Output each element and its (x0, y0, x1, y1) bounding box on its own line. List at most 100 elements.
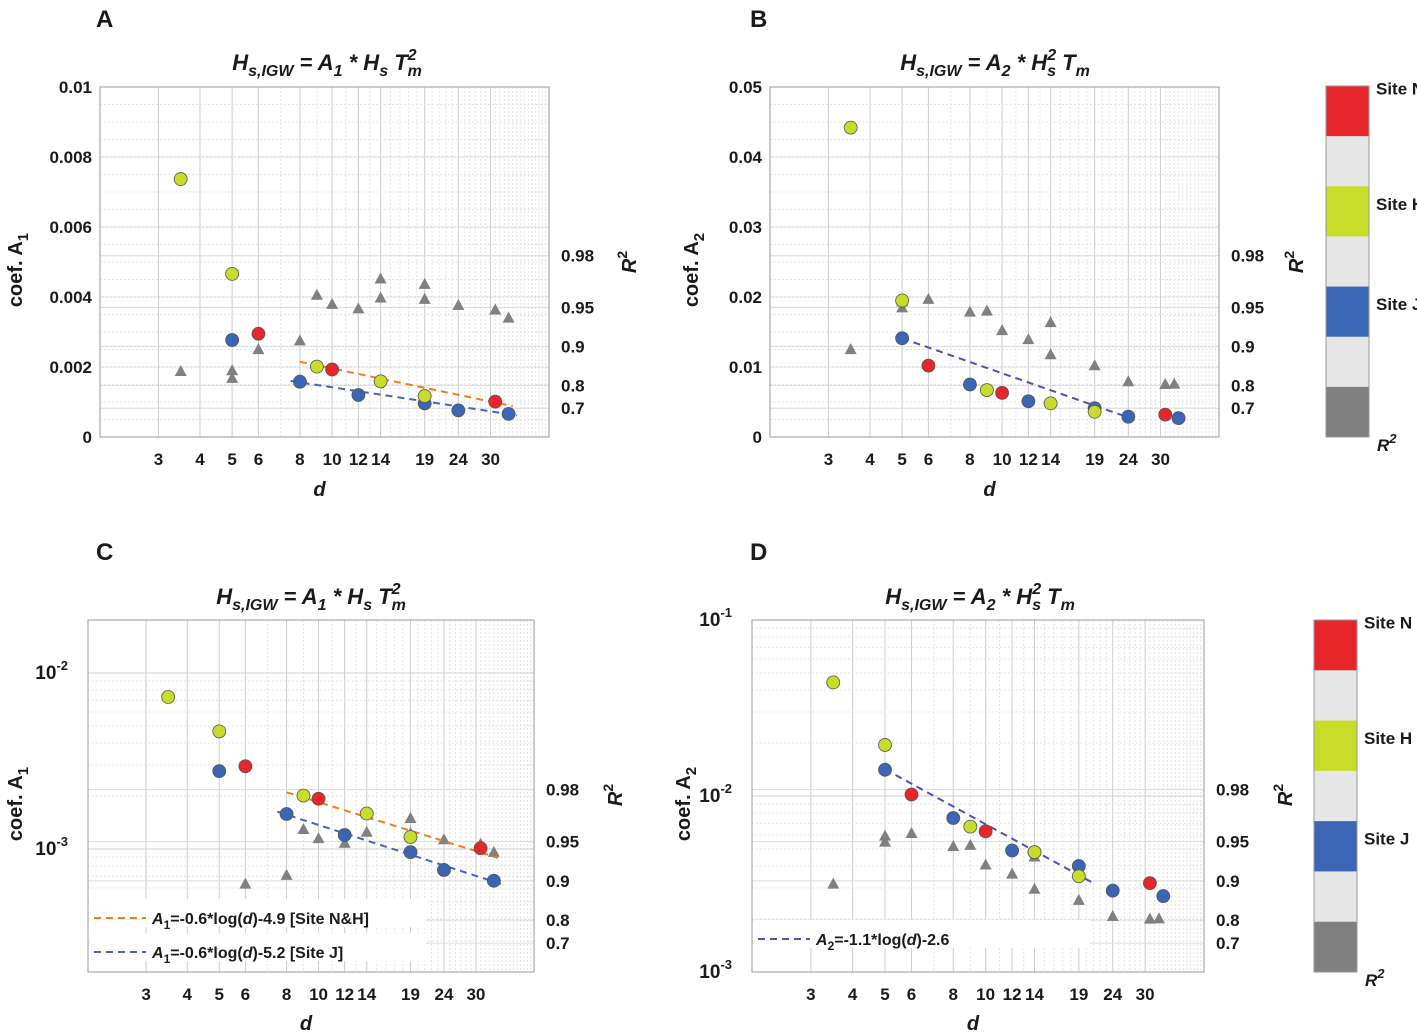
legend-label: A1=-0.6*log(d)-5.2 [Site J] (151, 945, 343, 966)
y-tick-label: 0.05 (729, 78, 762, 97)
r2-marker (418, 277, 431, 289)
colorbar-label: Site H (1364, 729, 1412, 748)
colorbar-segment (1314, 871, 1357, 923)
fit-lines (884, 768, 1094, 884)
data-point (1158, 407, 1173, 422)
r2-markers (174, 272, 515, 383)
r2-tick-label: 0.9 (1216, 872, 1240, 891)
r2-marker (252, 343, 265, 355)
data-point (225, 266, 240, 281)
colorbar-segment (1314, 770, 1357, 822)
y-tick-label: 0.01 (59, 78, 92, 97)
r2-marker (352, 302, 365, 314)
axes-box (87, 619, 535, 973)
y-tick-label: 0 (83, 428, 92, 447)
y-tick-label: 0.004 (49, 288, 92, 307)
x-tick-label: 8 (282, 985, 291, 1004)
data-point (403, 830, 418, 844)
axes-box (769, 86, 1220, 438)
r2-axis: 0.7 0.8 0.9 0.95 0.98 R2 (1216, 781, 1297, 953)
data-point (995, 385, 1009, 400)
x-tick-label: 19 (415, 450, 434, 469)
r2-marker (1159, 377, 1172, 389)
colorbar-segment (1326, 186, 1369, 237)
legend-label: A2=-1.1*log(d)-2.6 (815, 932, 950, 953)
data-point (978, 824, 993, 839)
y-axis: 0 0.002 0.004 0.006 0.008 0.01 coef. A1 (5, 78, 93, 447)
panel-letter: B (750, 6, 767, 33)
data-point (293, 374, 307, 389)
x-axis-label: d (300, 1013, 313, 1033)
colorbar-segment (1314, 921, 1357, 973)
r2-marker (1022, 333, 1035, 345)
x-axis: 3 4 5 6 8 10 12 14 19 24 30 d (141, 985, 485, 1033)
colorbar-segment (1326, 86, 1369, 137)
r2-tick-label: 0.98 (561, 247, 594, 266)
colorbar-bottom: Site N Site H Site J R2 (1313, 614, 1412, 990)
data-point (403, 845, 418, 860)
legend-bg (90, 933, 426, 961)
x-tick-label: 12 (335, 985, 354, 1004)
colorbar-frame (1313, 619, 1358, 973)
r2-tick-label: 0.95 (561, 298, 594, 317)
r2-marker (1088, 359, 1101, 371)
r2-marker (297, 822, 310, 834)
r2-axis-label: R2 (1281, 251, 1308, 273)
colorbar-segment (1314, 821, 1357, 872)
r2-marker (1044, 316, 1057, 328)
grid (769, 86, 1220, 438)
colorbar-segment (1326, 286, 1369, 338)
r2-tick-label: 0.98 (546, 781, 579, 800)
r2-axis: 0.7 0.8 0.9 0.95 0.98 R2 (1231, 247, 1308, 419)
data-point (279, 807, 294, 821)
x-tick-label: 3 (141, 985, 150, 1004)
legend-bg (90, 899, 426, 927)
data-point (980, 383, 994, 398)
chart-title: Hs,IGW = A1 * Hs T2 m (232, 47, 422, 80)
y-tick-label: 10-2 (35, 658, 68, 684)
r2-marker (1122, 375, 1135, 387)
y-axis: 10-3 10-2 coef. A1 (5, 658, 68, 860)
data-point (488, 394, 503, 409)
x-tick-label: 3 (824, 450, 833, 469)
y-axis: 0 0.01 0.02 0.03 0.04 0.05 coef. A2 (681, 78, 763, 447)
x-tick-label: 6 (907, 985, 916, 1004)
y-tick-label: 0.02 (729, 288, 762, 307)
chart-title: Hs,IGW = A2 * H2 s Tm (885, 581, 1075, 614)
data-point (473, 841, 488, 856)
r2-marker (239, 877, 252, 889)
x-tick-label: 12 (1003, 985, 1022, 1004)
legend: A2=-1.1*log(d)-2.6 (754, 920, 1090, 953)
x-tick-label: 4 (865, 450, 875, 469)
x-tick-label: 10 (993, 450, 1012, 469)
data-point (212, 764, 227, 779)
r2-tick-label: 0.8 (1231, 376, 1255, 395)
r2-marker (487, 845, 500, 857)
x-axis: 3 4 5 6 8 10 12 14 19 24 30 d (154, 450, 500, 501)
chart-title: Hs,IGW = A2 * H2 s Tm (900, 47, 1090, 80)
fit-line (290, 380, 517, 417)
data-point (1027, 845, 1042, 860)
r2-tick-label: 0.7 (1231, 399, 1255, 418)
r2-marker (312, 832, 325, 844)
data-point (501, 406, 516, 421)
r2-tick-label: 0.9 (546, 872, 570, 891)
x-tick-label: 14 (371, 450, 390, 469)
r2-marker (963, 305, 976, 317)
colorbar-frame (1325, 85, 1370, 438)
x-tick-label: 8 (295, 450, 304, 469)
data-point (296, 788, 311, 803)
data-points (173, 172, 516, 421)
data-point (1142, 876, 1157, 890)
x-tick-label: 10 (323, 450, 342, 469)
x-tick-label: 14 (1025, 985, 1044, 1004)
data-point (251, 326, 266, 341)
r2-marker (226, 364, 239, 376)
data-point (173, 172, 188, 186)
data-point (1087, 404, 1102, 419)
data-point (310, 359, 324, 374)
x-tick-label: 12 (349, 450, 368, 469)
data-point (1121, 409, 1136, 424)
r2-tick-label: 0.7 (1216, 934, 1240, 953)
